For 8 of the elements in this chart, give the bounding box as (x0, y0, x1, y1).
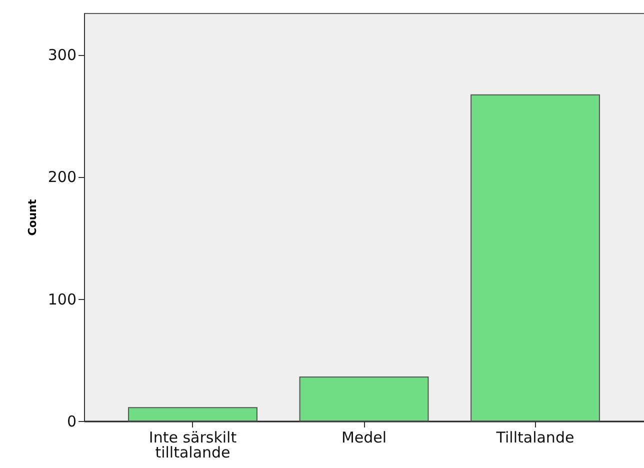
y-tick-label: 300 (48, 46, 76, 64)
x-tick-label: Tilltalande (495, 428, 574, 446)
y-tick-label: 100 (48, 290, 76, 308)
y-tick-label: 200 (48, 168, 76, 186)
y-axis-title: Count (26, 199, 39, 236)
y-tick-label: 0 (66, 412, 76, 430)
x-tick-label: Inte särskilt tilltalande (148, 428, 237, 462)
x-tick-label: Medel (341, 428, 387, 446)
